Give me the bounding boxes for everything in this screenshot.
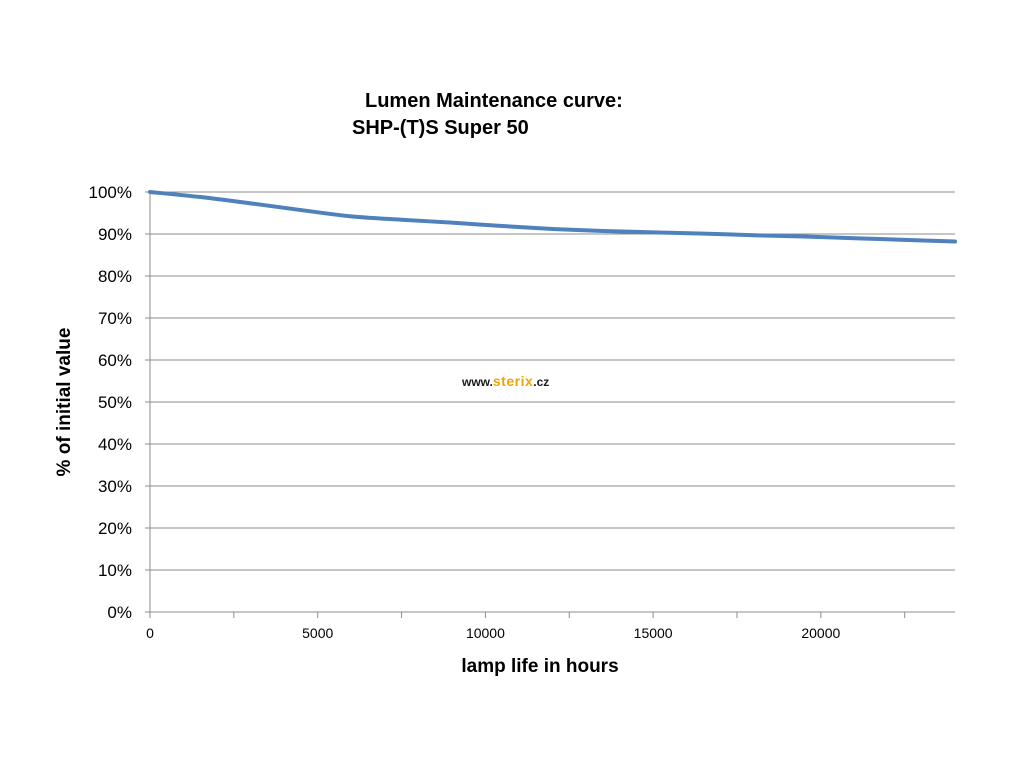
series-layer xyxy=(148,190,957,244)
x-tick-label: 15000 xyxy=(634,625,673,641)
watermark: www.sterix.cz xyxy=(462,373,549,389)
watermark-suffix: .cz xyxy=(533,375,550,389)
x-tick-label: 10000 xyxy=(466,625,505,641)
y-axis-title: % of initial value xyxy=(54,328,75,477)
y-tick-label: 50% xyxy=(98,393,132,412)
axes xyxy=(145,191,906,618)
y-tick-labels: 0% 10% 20% 30% 40% 50% 60% 70% 80% 90% 100% xyxy=(89,183,132,622)
y-tick-label: 0% xyxy=(107,603,132,622)
y-tick-label: 80% xyxy=(98,267,132,286)
chart-subtitle: SHP-(T)S Super 50 xyxy=(352,117,529,139)
y-tick-label: 30% xyxy=(98,477,132,496)
x-tick-labels: 0 5000 10000 15000 20000 xyxy=(146,625,840,641)
y-tick-label: 20% xyxy=(98,519,132,538)
x-axis-title: lamp life in hours xyxy=(461,656,618,677)
chart-title: Lumen Maintenance curve: xyxy=(365,90,623,112)
watermark-prefix: www. xyxy=(462,375,493,389)
y-tick-label: 10% xyxy=(98,561,132,580)
y-tick-label: 70% xyxy=(98,309,132,328)
y-tick-label: 90% xyxy=(98,225,132,244)
y-tick-label: 40% xyxy=(98,435,132,454)
y-tick-label: 100% xyxy=(89,183,132,202)
x-tick-label: 0 xyxy=(146,625,154,641)
series-line xyxy=(148,190,957,244)
y-tick-label: 60% xyxy=(98,351,132,370)
x-tick-label: 5000 xyxy=(302,625,333,641)
watermark-brand: sterix xyxy=(492,373,534,389)
x-tick-label: 20000 xyxy=(801,625,840,641)
gridlines xyxy=(150,191,955,613)
